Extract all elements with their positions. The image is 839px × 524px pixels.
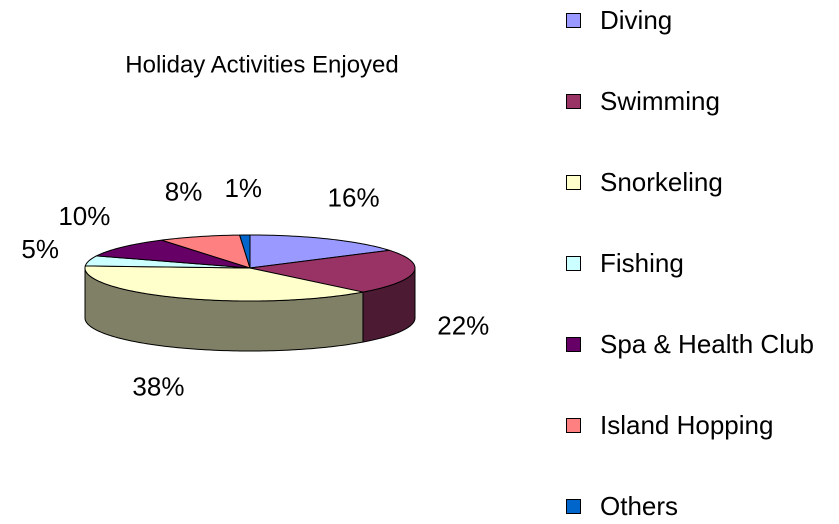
legend-label: Spa & Health Club (600, 329, 814, 359)
legend-swatch (566, 175, 581, 190)
slice (249, 249, 416, 293)
legend-swatch (566, 256, 581, 271)
chart-title: Holiday Activities Enjoyed (125, 51, 398, 78)
data-label: 5% (21, 234, 59, 264)
data-label: 8% (165, 177, 203, 207)
legend-label: Fishing (600, 248, 684, 278)
legend-swatch (566, 418, 581, 433)
slice (94, 239, 251, 269)
data-label: 22% (437, 311, 489, 341)
legend-swatch (566, 13, 581, 28)
data-label: 10% (58, 201, 110, 231)
legend-label: Snorkeling (600, 167, 723, 197)
data-label: 16% (328, 183, 380, 213)
legend-swatch (566, 337, 581, 352)
data-label: 1% (224, 173, 262, 203)
slice (161, 234, 251, 269)
data-label: 38% (132, 371, 184, 401)
legend-label: Island Hopping (600, 410, 774, 440)
legend-label: Swimming (600, 86, 720, 116)
slice (84, 265, 364, 302)
legend-label: Others (600, 491, 679, 521)
slice (238, 234, 251, 269)
legend-label: Diving (600, 5, 673, 35)
legend-swatch (566, 499, 581, 514)
slice (249, 234, 390, 269)
legend-swatch (566, 94, 581, 109)
